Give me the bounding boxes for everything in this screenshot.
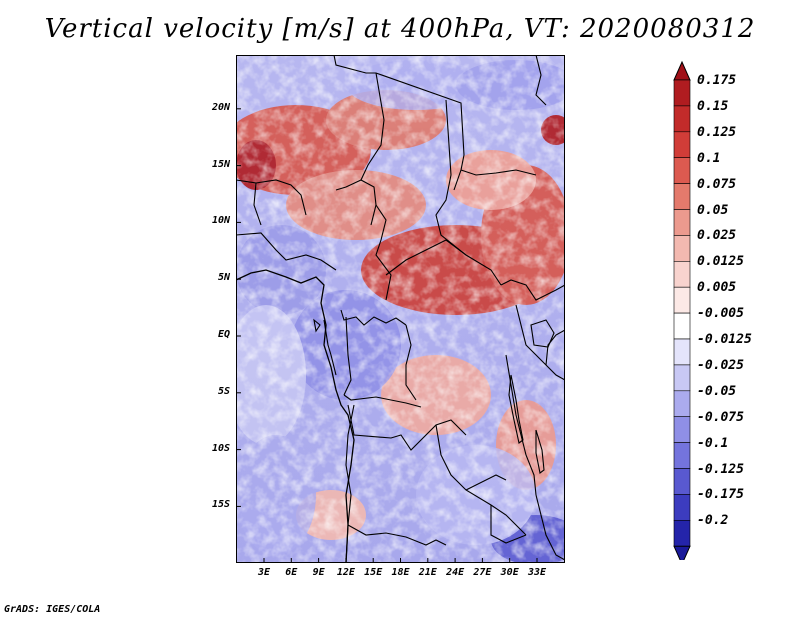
lon-label: 30E	[500, 567, 519, 578]
colorbar-label: -0.125	[697, 461, 744, 477]
colorbar-label: 0.0125	[697, 254, 744, 270]
lon-label: 27E	[473, 567, 492, 578]
colorbar-swatch	[673, 442, 691, 469]
colorbar-swatch	[673, 79, 691, 107]
lat-label: EQ	[217, 329, 230, 340]
lon-label: 18E	[391, 567, 410, 578]
lon-label: 9E	[312, 567, 325, 578]
longitude-ticks	[263, 558, 538, 563]
lat-label: 5S	[217, 385, 230, 397]
colorbar-label: -0.0125	[697, 332, 752, 347]
lon-label: 3E	[257, 567, 271, 578]
colorbar-label: 0.1	[697, 150, 721, 166]
chart-title: Vertical velocity [m/s] at 400hPa, VT: 2…	[44, 14, 756, 44]
lon-label: 15E	[364, 567, 383, 578]
colorbar-label: 0.125	[697, 124, 737, 140]
latitude-ticks	[236, 108, 241, 507]
lon-label: 21E	[418, 567, 437, 578]
colorbar-label: -0.075	[697, 409, 744, 425]
lat-label: 15S	[211, 499, 230, 511]
colorbar-swatch	[673, 519, 691, 547]
lon-label: 12E	[336, 567, 355, 578]
map-noise-texture	[236, 55, 565, 563]
colorbar-label: 0.05	[697, 202, 729, 218]
colorbar-label: 0.175	[697, 73, 737, 88]
country-borders	[236, 55, 565, 563]
colorbar-label: 0.075	[697, 176, 737, 192]
colorbar-swatch	[673, 338, 691, 366]
colorbar-swatch	[673, 494, 691, 521]
colorbar	[673, 60, 691, 560]
colorbar-swatch	[673, 235, 691, 262]
colorbar-swatch	[673, 183, 691, 210]
vertical-velocity-map	[236, 55, 565, 563]
colorbar-label: 0.005	[697, 280, 737, 296]
colorbar-bottom-arrow	[673, 545, 691, 560]
colorbar-label: -0.005	[697, 306, 744, 322]
colorbar-swatch	[673, 390, 691, 417]
lon-label: 6E	[285, 567, 298, 578]
lat-label: 15N	[211, 158, 230, 170]
colorbar-label: -0.05	[697, 383, 737, 399]
lakes	[313, 318, 555, 474]
colorbar-swatch	[673, 312, 691, 340]
colorbar-swatch	[673, 261, 691, 288]
colorbar-label: -0.175	[697, 487, 744, 503]
lon-label: 33E	[527, 567, 547, 578]
grads-credit: GrADS: IGES/COLA	[4, 604, 101, 615]
colorbar-swatch	[673, 157, 691, 184]
colorbar-label: -0.025	[697, 357, 744, 373]
colorbar-swatch	[673, 364, 691, 392]
lat-label: 10N	[211, 215, 230, 227]
colorbar-label: -0.1	[697, 435, 729, 451]
colorbar-label: 0.15	[697, 98, 729, 114]
colorbar-label: -0.2	[697, 513, 729, 529]
lat-label: 20N	[211, 101, 230, 113]
colorbar-top-arrow	[673, 60, 691, 81]
lon-label: 24E	[446, 567, 465, 578]
coastline	[236, 269, 355, 563]
colorbar-swatch	[673, 468, 691, 495]
lat-label: 10S	[211, 442, 230, 454]
colorbar-swatch	[673, 105, 691, 133]
colorbar-label: 0.025	[697, 228, 737, 244]
colorbar-swatch	[673, 209, 691, 236]
colorbar-swatch	[673, 286, 691, 314]
lat-label: 5N	[217, 272, 230, 284]
colorbar-swatch	[673, 416, 691, 443]
colorbar-swatch	[673, 131, 691, 159]
